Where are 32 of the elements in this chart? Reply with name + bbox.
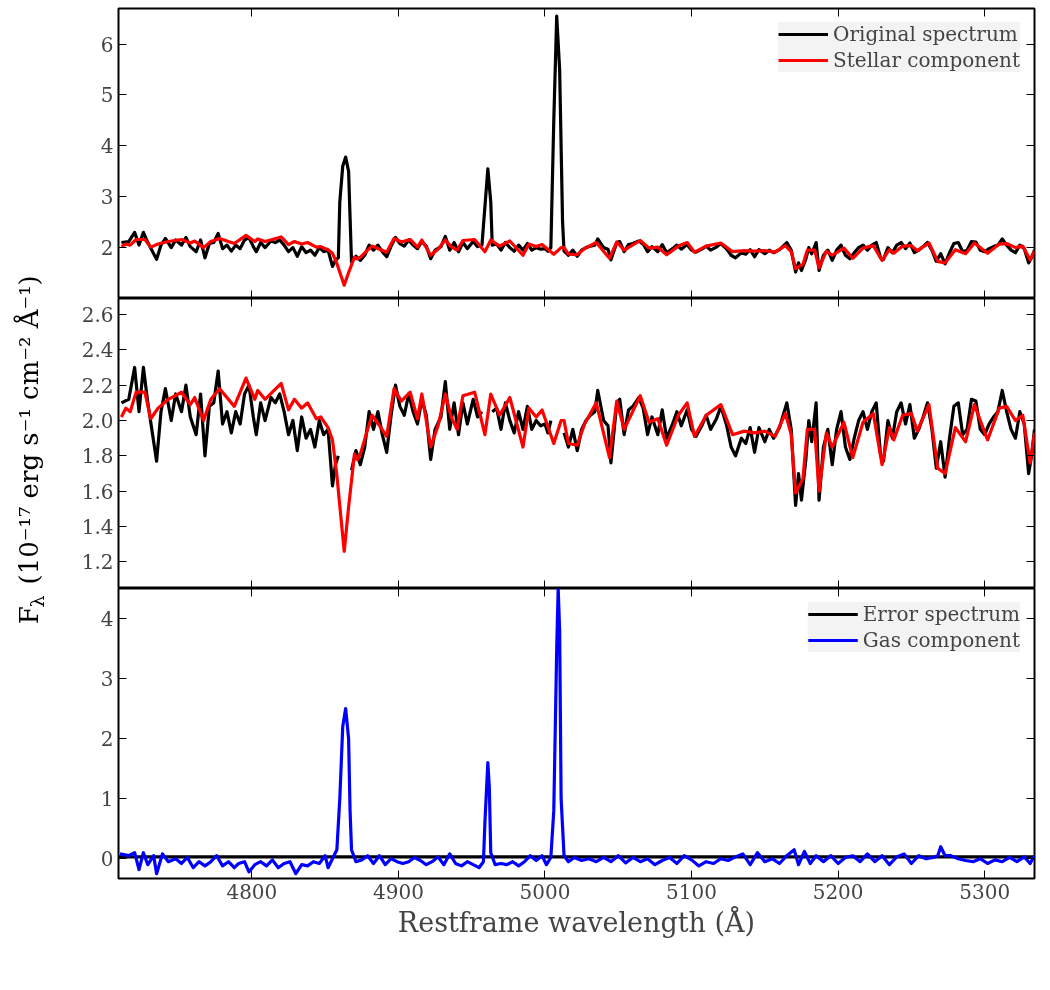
- x-tick-label: 4900: [372, 879, 424, 904]
- legend-label: Gas component: [862, 628, 1020, 652]
- y-tick-label: 6: [100, 32, 114, 57]
- y-tick-label: 1.2: [81, 550, 114, 575]
- x-tick-label: 5200: [812, 879, 864, 904]
- y-tick-label: 2: [100, 727, 114, 752]
- legend-label: Original spectrum: [833, 22, 1018, 46]
- y-tick-label: 2.2: [81, 373, 114, 398]
- y-tick-label: 2: [100, 236, 114, 261]
- y-tick-label: 4: [100, 607, 114, 632]
- line-series: [119, 376, 1035, 553]
- y-tick-label: 3: [100, 185, 114, 210]
- y-tick-label: 1.6: [81, 479, 114, 504]
- x-tick-label: 4800: [226, 879, 278, 904]
- y-axis-title: Fλ (10⁻¹⁷ erg s⁻¹ cm⁻² Å⁻¹): [12, 275, 48, 625]
- y-tick-label: 4: [100, 134, 114, 159]
- y-tick-label: 0: [100, 847, 114, 872]
- y-tick-label: 1.8: [81, 444, 114, 469]
- y-tick-label: 1.4: [81, 515, 114, 540]
- x-axis-title: Restframe wavelength (Å): [397, 905, 756, 938]
- line-series: [119, 233, 1035, 287]
- y-tick-label: 1: [100, 787, 114, 812]
- y-tick-label: 2.0: [81, 409, 114, 434]
- y-tick-label: 2.4: [81, 338, 114, 363]
- y-tick-label: 2.6: [81, 302, 114, 327]
- y-tick-label: 5: [100, 83, 114, 108]
- legend-label: Stellar component: [833, 48, 1020, 72]
- x-tick-label: 5100: [666, 879, 718, 904]
- legend-label: Error spectrum: [862, 602, 1020, 626]
- x-tick-label: 5000: [519, 879, 571, 904]
- y-tick-label: 3: [100, 667, 114, 692]
- x-tick-label: 5300: [959, 879, 1011, 904]
